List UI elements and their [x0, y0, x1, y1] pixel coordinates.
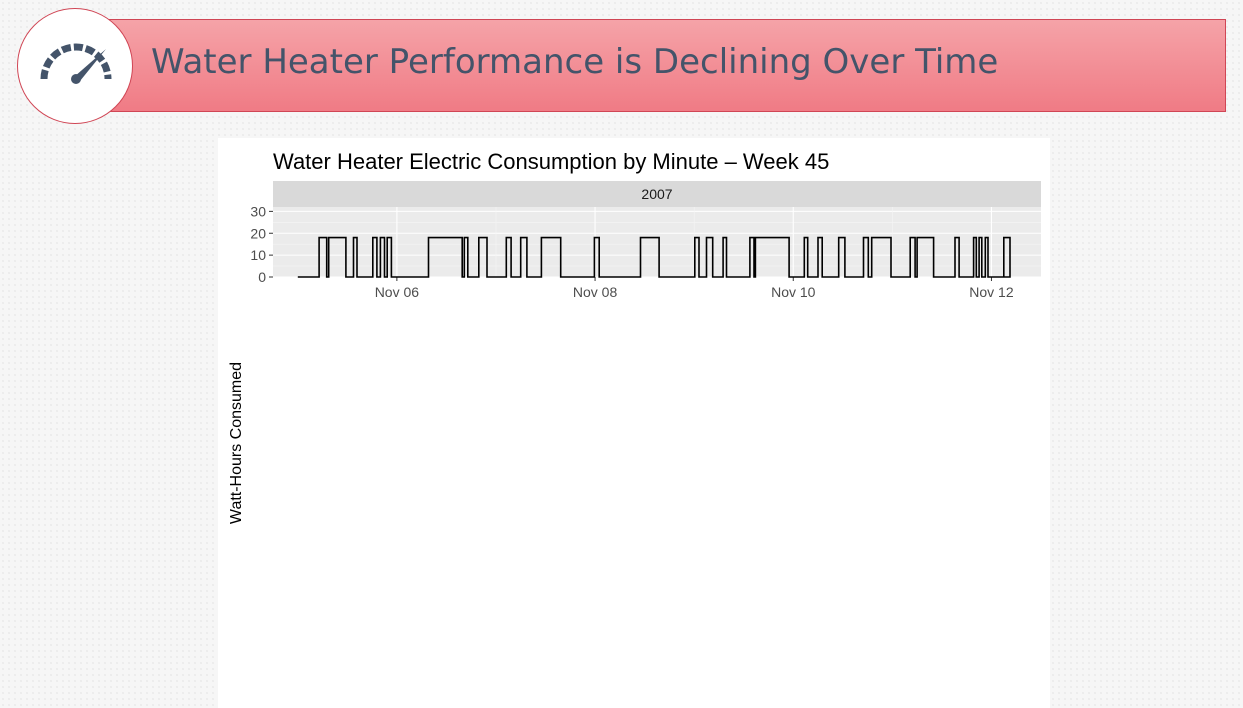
- y-tick-label: 30: [250, 203, 266, 219]
- speedometer-icon: [40, 43, 112, 84]
- y-tick-label: 10: [250, 247, 266, 263]
- x-tick-label: Nov 10: [771, 284, 816, 300]
- series-line-0: [297, 236, 1011, 278]
- y-tick-label: 0: [258, 269, 266, 285]
- x-tick-label: Nov 06: [375, 284, 420, 300]
- x-tick-label: Nov 12: [969, 284, 1014, 300]
- axes: 0 10 20 30 Nov 06 Nov 08 Nov 10 Nov 12: [250, 203, 1013, 300]
- y-tick-label: 20: [250, 225, 266, 241]
- series-layer: [297, 236, 1011, 278]
- y-axis-label: Watt-Hours Consumed: [228, 362, 245, 524]
- x-tick-label: Nov 08: [573, 284, 618, 300]
- plot-area: [273, 207, 1041, 277]
- facet-strip: [273, 181, 1041, 207]
- facet-label: 2007: [641, 186, 672, 202]
- slide-title: Water Heater Performance is Declining Ov…: [151, 42, 999, 82]
- title-banner: Water Heater Performance is Declining Ov…: [100, 19, 1226, 112]
- consumption-chart: Water Heater Electric Consumption by Min…: [228, 149, 1041, 524]
- logo-badge: [17, 8, 133, 124]
- chart-title: Water Heater Electric Consumption by Min…: [273, 149, 829, 174]
- chart-panel: Water Heater Electric Consumption by Min…: [218, 138, 1050, 708]
